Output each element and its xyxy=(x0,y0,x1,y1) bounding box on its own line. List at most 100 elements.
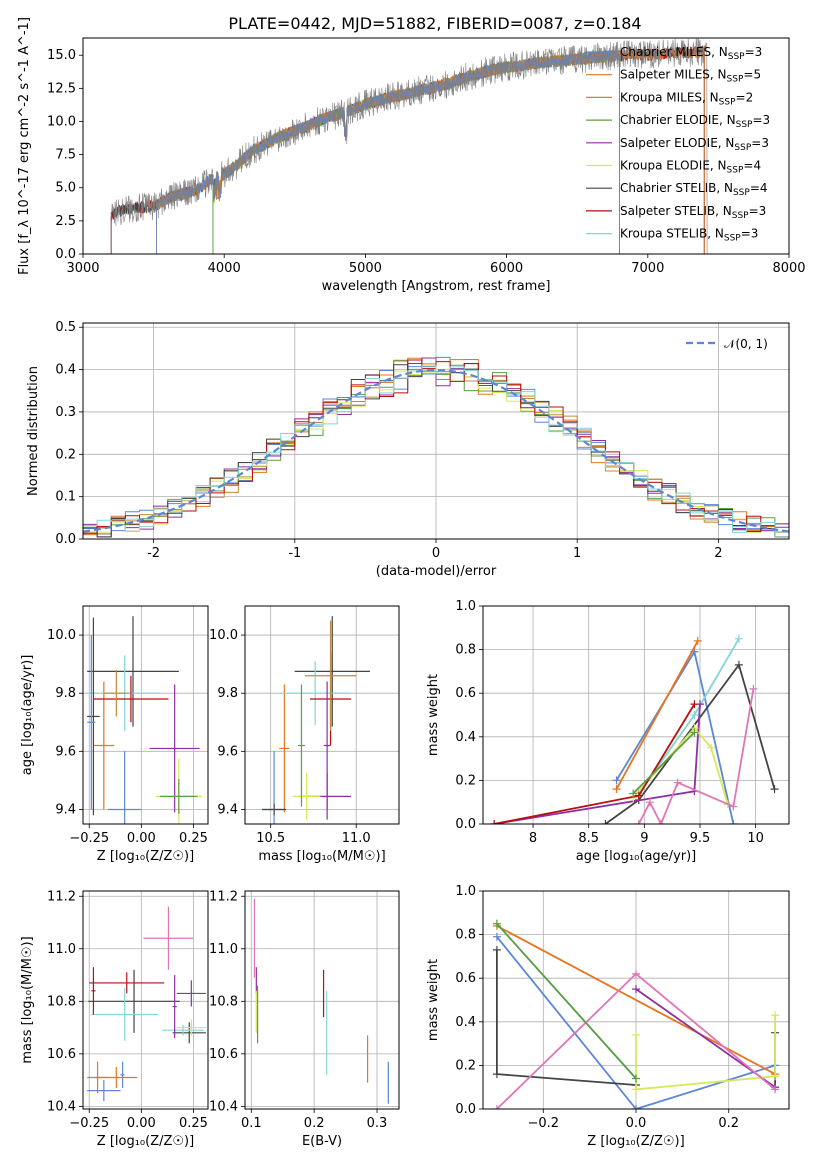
x-tick-label: 5000 xyxy=(349,261,382,276)
mass-weight-line xyxy=(632,731,696,795)
plus-marker xyxy=(729,820,738,824)
plus-marker xyxy=(693,636,702,645)
axes-frame xyxy=(82,37,790,255)
plus-marker xyxy=(601,820,610,824)
y-axis-label: mass [log₁₀(M/M☉)] xyxy=(20,936,35,1063)
plus-marker xyxy=(632,1085,640,1094)
legend-entry-name: Chabrier ELODIE, N xyxy=(620,113,736,127)
legend-entry: Chabrier STELIB, NSSP=4 xyxy=(620,181,768,198)
plus-marker xyxy=(690,728,699,737)
x-tick-label: 9.5 xyxy=(690,831,711,846)
y-tick-label: 15.0 xyxy=(47,48,76,63)
errorbar-point xyxy=(93,675,169,723)
y-tick-label: 9.8 xyxy=(217,686,238,701)
plus-marker xyxy=(632,985,640,994)
y-tick-label: 0.4 xyxy=(455,730,476,745)
panel-massweight-vs-Z: −0.2 0.0 0.2 0.0 0.2 0.4 0.6 0.8 1.0 Z [log₁₀(Z/Z… xyxy=(426,884,790,1149)
plus-marker xyxy=(612,785,621,794)
y-tick-label: 1.0 xyxy=(455,599,476,614)
errorbar-point xyxy=(280,661,350,726)
legend-entry-count: =3 xyxy=(752,113,770,127)
errorbar-point xyxy=(262,803,287,816)
legend-entry-name: Kroupa STELIB, N xyxy=(620,227,724,241)
errorbar-point xyxy=(162,1024,204,1036)
x-tick-label: −0.25 xyxy=(69,831,109,846)
y-axis-label: mass weight xyxy=(426,674,441,756)
model-spectrum-line xyxy=(110,49,620,254)
errorbar-point xyxy=(176,980,206,1007)
model-spectrum-line xyxy=(212,50,621,254)
y-tick-label: 0.4 xyxy=(55,363,76,378)
panel-massweight-vs-age: 8 8.5 9 9.5 10 0.0 0.2 0.4 0.6 0.8 1.0 age [log₁₀(a… xyxy=(426,599,790,864)
model-spectrum-line xyxy=(156,49,620,254)
y-tick-label: 10.8 xyxy=(47,994,76,1009)
y-tick-label: 10.0 xyxy=(47,628,76,643)
errorbar-point xyxy=(87,616,179,727)
x-tick-label: 0 xyxy=(432,546,440,561)
y-tick-label: 1.0 xyxy=(455,884,476,899)
errorbar-point xyxy=(95,1066,138,1088)
legend-entry-name: Kroupa ELODIE, N xyxy=(620,159,727,173)
y-tick-label: 0.0 xyxy=(455,817,476,832)
y-tick-label: 0.6 xyxy=(455,971,476,986)
errorbar-point xyxy=(87,617,100,816)
legend-entry: Chabrier ELODIE, NSSP=3 xyxy=(620,113,770,130)
mass-weight-line xyxy=(604,662,776,824)
legend-entry-name: Chabrier MILES, N xyxy=(620,45,728,59)
legend-entry-count: =3 xyxy=(751,136,769,150)
plot-area xyxy=(253,898,389,1104)
x-tick-label: 0.1 xyxy=(241,1116,262,1131)
legend-entry-subscript: SSP xyxy=(724,234,741,244)
model-spectrum-line xyxy=(110,45,705,254)
panel-mass-vs-Z: −0.25 0.00 0.25 10.4 10.6 10.8 11.0 11.2 Z [log₁… xyxy=(20,889,209,1149)
x-tick-label: 8.5 xyxy=(578,831,599,846)
gaussian-curve xyxy=(83,368,789,533)
errorbar-point xyxy=(93,681,115,810)
x-axis-label: Z [log₁₀(Z/Z☉)] xyxy=(97,1134,194,1149)
y-tick-label: 10.0 xyxy=(47,114,76,129)
plus-marker xyxy=(749,684,758,693)
mass-weight-line xyxy=(496,949,637,1086)
x-tick-label: -2 xyxy=(147,546,160,561)
panel-age-vs-mass: 10.5 11.0 9.4 9.6 9.8 10.0 mass [log₁₀(M/M☉)] xyxy=(209,605,400,864)
y-tick-label: 11.2 xyxy=(47,889,76,904)
x-axis-label: mass [log₁₀(M/M☉)] xyxy=(258,849,385,864)
y-tick-label: 7.5 xyxy=(55,148,76,163)
y-tick-label: 10.4 xyxy=(209,1099,238,1114)
y-axis-label: age [log₁₀(age/yr)] xyxy=(20,655,35,776)
y-tick-label: 10.4 xyxy=(47,1099,76,1114)
panels-group: 3000 4000 5000 6000 7000 80000.02.55.07.510.0… xyxy=(17,17,806,1149)
axes-frame xyxy=(82,322,790,540)
plus-marker xyxy=(771,1085,780,1094)
plus-marker xyxy=(645,798,654,807)
x-tick-label: 0.0 xyxy=(626,1116,647,1131)
axes-frame xyxy=(482,890,790,1110)
residual-histogram xyxy=(83,359,789,538)
y-tick-label: 0.6 xyxy=(455,686,476,701)
legend-entry-count: =3 xyxy=(745,45,763,59)
legend-entry-name: Salpeter MILES, N xyxy=(620,68,727,82)
legend-entry-subscript: SSP xyxy=(736,120,753,130)
legend-entry-name: Salpeter ELODIE, N xyxy=(620,136,734,150)
y-tick-label: 5.0 xyxy=(55,181,76,196)
plus-marker xyxy=(771,1011,780,1020)
x-tick-label: 2 xyxy=(714,546,722,561)
legend-entry-subscript: SSP xyxy=(727,75,744,85)
x-tick-label: 8 xyxy=(529,831,537,846)
x-tick-label: 0.3 xyxy=(367,1116,388,1131)
y-tick-label: 9.4 xyxy=(217,802,238,817)
x-axis-label: E(B-V) xyxy=(302,1134,342,1149)
errorbar-point xyxy=(176,1019,206,1036)
x-tick-label: −0.2 xyxy=(527,1116,559,1131)
legend-entry-name: Kroupa MILES, N xyxy=(620,90,719,104)
plot-area xyxy=(87,616,202,824)
x-tick-label: 3000 xyxy=(66,261,99,276)
errorbar-point xyxy=(294,616,370,727)
errorbar-point xyxy=(292,773,321,820)
plus-marker xyxy=(634,791,643,800)
x-tick-label: 8000 xyxy=(772,261,805,276)
legend-entry: Chabrier MILES, NSSP=3 xyxy=(620,45,762,62)
plus-marker xyxy=(690,711,699,719)
plus-marker xyxy=(673,778,682,787)
